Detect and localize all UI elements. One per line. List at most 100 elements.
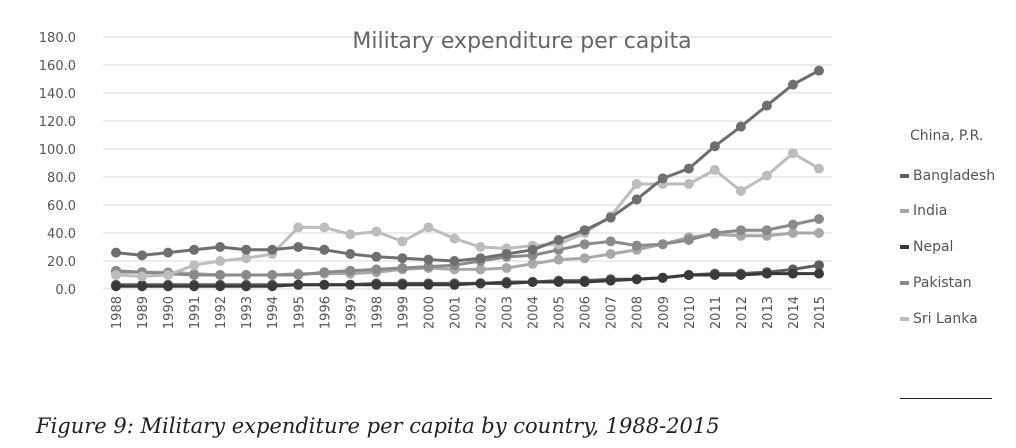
x-tick-label: 1996 (318, 296, 333, 329)
data-point-nepal (813, 268, 824, 279)
data-point-pakistan (813, 214, 824, 224)
y-tick-label: 180.0 (39, 31, 76, 46)
data-point-series-5 (553, 235, 564, 245)
x-tick-label: 1999 (396, 296, 411, 329)
data-point-nepal (709, 270, 720, 280)
data-point-nepal (449, 279, 460, 290)
data-point-nepal (423, 279, 434, 290)
data-point-sri-lanka (293, 222, 304, 233)
data-point-nepal (111, 281, 122, 292)
data-point-sri-lanka (137, 271, 148, 282)
data-point-pakistan (371, 264, 382, 275)
data-point-pakistan (319, 267, 330, 278)
data-point-sri-lanka (761, 170, 772, 181)
x-tick-label: 2014 (787, 296, 802, 329)
data-point-series-5 (631, 194, 642, 205)
series-line-series-5 (115, 69, 820, 263)
data-point-series-5 (423, 254, 434, 265)
series-sri-lanka (111, 148, 824, 282)
data-point-pakistan (423, 261, 434, 272)
x-tick-label: 1995 (292, 296, 307, 329)
data-point-nepal (683, 270, 694, 280)
data-point-sri-lanka (397, 236, 408, 247)
data-point-series-5 (111, 247, 122, 258)
legend-label-india: India (913, 203, 948, 219)
data-point-sri-lanka (449, 233, 460, 244)
data-point-india (787, 228, 798, 238)
data-point-sri-lanka (787, 148, 798, 159)
series-line-sri-lanka (115, 151, 820, 278)
series-nepal (111, 268, 824, 292)
x-tick-label: 1998 (370, 296, 385, 329)
data-point-nepal (397, 279, 408, 290)
data-point-nepal (371, 279, 382, 290)
data-point-nepal (735, 270, 746, 280)
legend-swatch-sri-lanka (900, 317, 909, 321)
series-line-pakistan (115, 217, 820, 277)
data-point-pakistan (345, 265, 356, 276)
x-tick-label: 1992 (214, 296, 229, 329)
data-point-india (501, 263, 512, 273)
x-tick-label: 2012 (735, 296, 750, 329)
legend-item-sri-lanka: Sri Lanka (900, 309, 978, 329)
x-tick-label: 2013 (761, 296, 776, 329)
x-axis-ticks: 1988 1989 1990 1991 1992 1993 1994 1995 1996 1997… (110, 296, 828, 329)
series-lines (111, 65, 824, 292)
legend-label-sri-lanka: Sri Lanka (913, 311, 978, 327)
series-line-india (116, 231, 819, 277)
y-tick-label: 100.0 (39, 143, 76, 158)
legend-item-bangladesh: Bangladesh (900, 166, 995, 186)
data-point-series-5 (449, 256, 460, 266)
data-point-series-5 (241, 244, 252, 255)
x-tick-label: 1991 (188, 296, 203, 329)
x-tick-label: 1997 (344, 296, 359, 329)
data-point-sri-lanka (735, 186, 746, 196)
x-tick-label: 2001 (448, 296, 463, 329)
x-tick-label: 1990 (162, 296, 177, 329)
data-point-nepal (553, 277, 564, 287)
y-tick-label: 120.0 (39, 115, 76, 130)
figure-caption: Figure 9: Military expenditure per capit… (36, 414, 720, 438)
data-point-series-5 (761, 100, 772, 111)
series-series-5 (111, 65, 824, 266)
data-point-nepal (631, 274, 642, 285)
y-tick-label: 140.0 (39, 87, 76, 102)
data-point-nepal (241, 281, 252, 292)
x-tick-label: 2000 (422, 296, 437, 329)
x-tick-label: 1994 (266, 296, 281, 329)
x-tick-label: 2008 (631, 296, 646, 329)
data-point-nepal (137, 281, 148, 292)
data-point-sri-lanka (371, 226, 382, 237)
y-tick-label: 80.0 (47, 171, 76, 186)
data-point-sri-lanka (813, 163, 824, 174)
data-point-pakistan (241, 270, 252, 280)
x-tick-label: 2010 (683, 296, 698, 329)
data-point-pakistan (787, 219, 798, 230)
y-tick-label: 40.0 (47, 227, 76, 242)
data-point-series-5 (709, 141, 720, 152)
data-point-sri-lanka (111, 270, 122, 280)
series-line-nepal (116, 272, 819, 288)
data-point-series-5 (371, 251, 382, 262)
data-point-series-5 (215, 242, 226, 252)
data-point-pakistan (683, 235, 694, 245)
legend-swatch-bangladesh (900, 174, 909, 178)
legend-label-pakistan: Pakistan (913, 275, 972, 291)
data-point-sri-lanka (631, 179, 642, 189)
data-point-series-5 (319, 244, 330, 255)
data-point-sri-lanka (215, 256, 226, 266)
data-point-sri-lanka (163, 270, 174, 280)
x-tick-label: 2007 (605, 296, 620, 329)
legend-swatch-india (900, 209, 909, 213)
data-point-pakistan (267, 270, 278, 280)
data-point-series-5 (163, 247, 174, 258)
x-tick-label: 2002 (475, 296, 490, 329)
data-point-nepal (527, 277, 538, 287)
data-point-series-5 (501, 249, 512, 259)
legend-item-nepal: Nepal (900, 237, 953, 257)
data-point-series-5 (605, 212, 616, 223)
x-tick-label: 2015 (813, 296, 828, 329)
data-point-india (579, 253, 590, 264)
data-point-series-5 (735, 121, 746, 132)
data-point-bangladesh (813, 260, 824, 271)
